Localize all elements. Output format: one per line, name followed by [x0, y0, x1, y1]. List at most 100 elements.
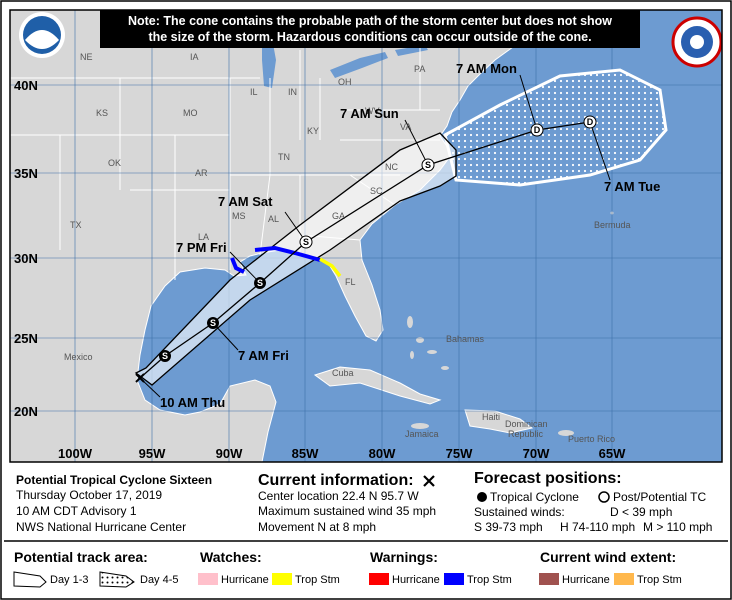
marker-label: S	[210, 318, 216, 328]
jamaica	[411, 423, 429, 429]
legend-label: Day 1-3	[50, 574, 89, 586]
lat-label: 30N	[14, 251, 38, 266]
lon-label: 90W	[216, 446, 243, 461]
lon-label: 75W	[446, 446, 473, 461]
region-label: VA	[400, 122, 411, 132]
region-label: Cuba	[332, 368, 354, 378]
region-label: NE	[80, 52, 93, 62]
lat-label: 25N	[14, 331, 38, 346]
legend-label: Trop Stm	[637, 574, 682, 586]
current-info: Center location 22.4 N 95.7 W	[258, 489, 419, 503]
current-title: Current information:	[258, 472, 414, 489]
legend-label: Hurricane	[392, 574, 440, 586]
region-label: MS	[232, 211, 246, 221]
region-label: TX	[70, 220, 82, 230]
lon-label: 65W	[599, 446, 626, 461]
hurricane-wind-swatch	[539, 573, 559, 585]
lon-label: 85W	[292, 446, 319, 461]
region-label: AL	[268, 214, 279, 224]
forecast-title: Forecast positions:	[474, 470, 622, 487]
note-line: Note: The cone contains the probable pat…	[128, 14, 612, 28]
marker-label: S	[257, 278, 263, 288]
legend-title: Warnings:	[370, 549, 438, 565]
region-label: PA	[414, 64, 425, 74]
legend: Potential track area: Day 1-3 Day 4-5 Wa…	[13, 549, 682, 588]
legend-label: Hurricane	[221, 574, 269, 586]
legend-title: Current wind extent:	[540, 549, 676, 565]
region-labels: NE IA IL IN OH PA KS MO KY WV VA OK AR T…	[64, 52, 631, 444]
storm-name: Potential Tropical Cyclone Sixteen	[16, 473, 212, 487]
bahamas	[407, 316, 449, 370]
marker-label: S	[303, 237, 309, 247]
region-label: MO	[183, 108, 198, 118]
tc-icon	[477, 492, 487, 502]
wind-class: S 39-73 mph	[474, 520, 543, 534]
marker-label: D	[587, 117, 594, 127]
forecast-label: 7 AM Fri	[238, 348, 289, 363]
day13-icon	[13, 571, 47, 588]
map: S S S S S D D NE IA IL IN OH PA KS MO KY…	[10, 10, 722, 462]
lat-label: 20N	[14, 404, 38, 419]
region-label: KY	[307, 126, 319, 136]
marker-label: S	[162, 351, 168, 361]
latitude-labels: 40N 35N 30N 25N 20N	[14, 78, 38, 419]
current-info: Movement N at 8 mph	[258, 520, 376, 534]
region-label: Republic	[508, 429, 544, 439]
ts-warning-swatch	[444, 573, 464, 585]
region-label: FL	[345, 277, 356, 287]
legend-label: Day 4-5	[140, 574, 179, 586]
wind-class: D < 39 mph	[610, 505, 672, 519]
region-label: LA	[198, 232, 209, 242]
region-label: OH	[338, 77, 352, 87]
wind-class: H 74-110 mph	[560, 520, 635, 534]
trop-storm-warning	[230, 245, 321, 274]
region-label: Bahamas	[446, 334, 485, 344]
marker-label: D	[534, 125, 541, 135]
marker-label: S	[425, 160, 431, 170]
wind-class: M > 110 mph	[643, 520, 712, 534]
lon-label: 80W	[369, 446, 396, 461]
day45-icon	[99, 571, 135, 588]
info-panel: Potential Tropical Cyclone Sixteen Thurs…	[16, 470, 712, 534]
region-label: SC	[370, 186, 383, 196]
cuba	[313, 366, 442, 405]
puerto-rico	[558, 430, 574, 436]
lat-label: 40N	[14, 78, 38, 93]
storm-info: 10 AM CDT Advisory 1	[16, 504, 137, 518]
nws-logo	[671, 16, 722, 68]
hurricane-watch-swatch	[198, 573, 218, 585]
ptc-icon	[598, 491, 610, 503]
forecast-labels: 10 AM Thu 7 AM Fri 7 PM Fri 7 AM Sat 7 A…	[160, 61, 660, 410]
longitude-labels: 100W 95W 90W 85W 80W 75W 70W 65W	[58, 446, 626, 461]
forecast-label: 7 AM Sat	[218, 194, 273, 209]
legend-title: Potential track area:	[14, 549, 148, 565]
region-label: KS	[96, 108, 108, 118]
region-label: IN	[288, 87, 297, 97]
lon-label: 100W	[58, 446, 93, 461]
region-label: Puerto Rico	[568, 434, 615, 444]
region-label: WV	[365, 106, 380, 116]
region-label: Dominican	[505, 419, 548, 429]
hurricane-warning-swatch	[369, 573, 389, 585]
note-box	[100, 10, 640, 48]
hispaniola	[464, 409, 534, 434]
legend-label: Hurricane	[562, 574, 610, 586]
forecast-type: Post/Potential TC	[613, 490, 706, 504]
current-info: Maximum sustained wind 35 mph	[258, 504, 436, 518]
region-label: OK	[108, 158, 121, 168]
lon-label: 95W	[139, 446, 166, 461]
region-label: Mexico	[64, 352, 93, 362]
region-label: AR	[195, 168, 208, 178]
forecast-label: 10 AM Thu	[160, 395, 225, 410]
track-line	[139, 121, 591, 379]
forecast-label: 7 AM Mon	[456, 61, 517, 76]
noaa-logo	[19, 12, 65, 58]
legend-label: Trop Stm	[295, 574, 340, 586]
region-label: NC	[385, 162, 398, 172]
ts-watch-swatch	[272, 573, 292, 585]
current-icon	[423, 475, 435, 487]
region-label: Jamaica	[405, 429, 439, 439]
winds-title: Sustained winds:	[474, 505, 565, 519]
